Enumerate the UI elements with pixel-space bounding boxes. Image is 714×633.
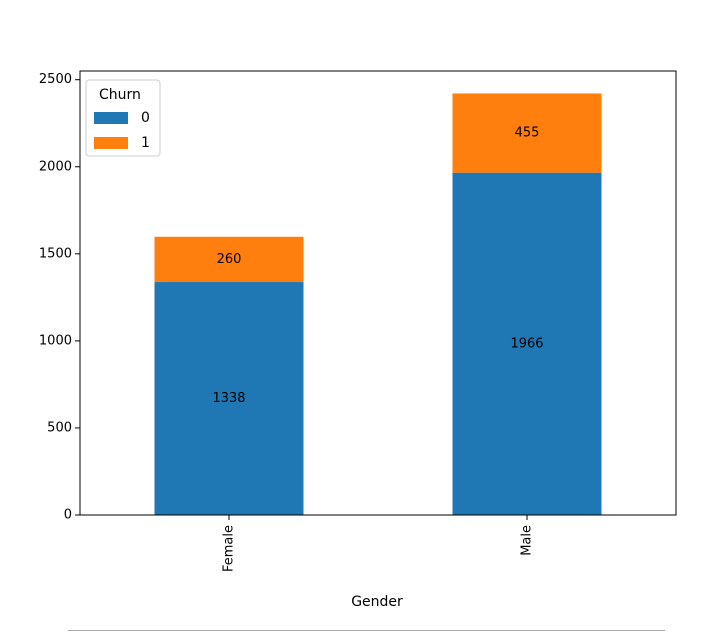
bar-label-male-churn-1: 455 [515,126,540,141]
bar-female-churn-0 [154,282,304,515]
bars [154,93,602,516]
y-tick-label: 500 [47,420,72,435]
y-tick-label: 1000 [39,333,72,348]
legend-label-churn-1: 1 [141,135,150,151]
divider [68,630,665,631]
bar-label-female-churn-1: 260 [217,252,242,267]
x-axis-title: Gender [351,594,403,610]
legend: Churn 01 [85,79,161,157]
bar-label-female-churn-0: 1338 [212,391,245,406]
bar-female-churn-1 [154,236,304,283]
x-axis: Female Male [222,515,535,572]
y-tick-label: 0 [64,508,72,523]
legend-swatch-churn-0 [94,112,128,124]
legend-title: Churn [99,87,141,103]
y-tick-label: 2000 [39,159,72,174]
bar-label-male-churn-0: 1966 [510,336,543,351]
y-axis: 0 500 1000 1500 2000 2500 [39,72,80,523]
legend-label-churn-0: 0 [141,110,150,126]
x-tick-label-female: Female [222,525,237,572]
bar-labels: 1338 260 1966 455 [212,126,543,406]
plot-frame [79,70,677,516]
y-tick-label: 1500 [39,246,72,261]
bar-male-churn-1 [452,93,602,173]
legend-items: 01 [94,110,150,151]
legend-swatch-churn-1 [94,137,128,149]
bar-male-churn-0 [452,172,602,516]
x-tick-label-male: Male [520,525,535,556]
y-tick-label: 2500 [39,72,72,87]
